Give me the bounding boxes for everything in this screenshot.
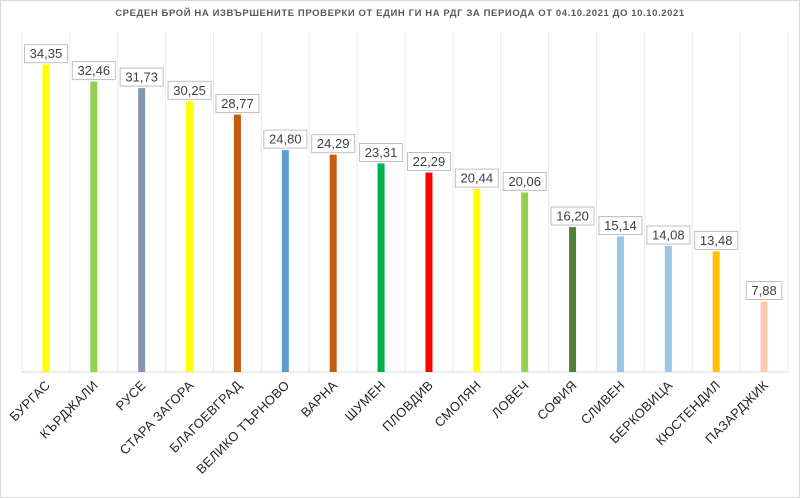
bar: [186, 101, 194, 372]
data-label-box: [23, 44, 68, 64]
bar: [712, 251, 720, 372]
chart-title: СРЕДЕН БРОЙ НА ИЗВЪРШЕНИТЕ ПРОВЕРКИ ОТ Е…: [115, 8, 685, 19]
x-tick-label: ВАРНА: [298, 377, 341, 420]
bar: [664, 246, 672, 372]
x-tick-label: ШУМЕН: [342, 378, 388, 424]
bar: [425, 172, 433, 372]
bar: [616, 236, 624, 372]
data-label-box: [694, 230, 739, 250]
bar: [138, 88, 146, 372]
x-tick-label: РУСЕ: [113, 377, 149, 413]
data-label: 14,08: [652, 228, 685, 243]
data-label-box: [406, 152, 451, 172]
data-label: 24,80: [269, 132, 302, 147]
bar: [281, 150, 289, 372]
data-label-box: [119, 67, 164, 87]
bar: [329, 154, 337, 372]
data-label-box: [598, 216, 643, 236]
data-label: 28,77: [221, 96, 254, 111]
bar: [521, 192, 529, 372]
data-label: 20,44: [461, 171, 494, 186]
data-label-box: [646, 225, 691, 245]
data-label-box: [454, 168, 499, 188]
data-label: 13,48: [700, 233, 733, 248]
data-label: 31,73: [125, 70, 158, 85]
data-label-box: [550, 206, 595, 226]
data-label: 24,29: [317, 136, 350, 151]
x-tick-label: ЛОВЕЧ: [489, 378, 532, 421]
data-label: 22,29: [413, 154, 446, 169]
data-label: 15,14: [604, 218, 637, 233]
x-tick-label: ВЕЛИКО ТЪРНОВО: [193, 378, 292, 477]
x-tick-label: СМОЛЯН: [431, 378, 483, 430]
data-label-box: [263, 129, 308, 149]
data-label-box: [215, 94, 260, 114]
bar: [760, 301, 768, 372]
data-label: 34,35: [30, 46, 63, 61]
data-label: 7,88: [751, 283, 776, 298]
x-tick-label: ПЛОВДИВ: [379, 378, 436, 435]
data-label: 16,20: [556, 209, 589, 224]
x-tick-label: СЛИВЕН: [578, 378, 628, 428]
x-tick-label: СОФИЯ: [534, 378, 579, 423]
data-label: 30,25: [173, 83, 206, 98]
data-label-box: [71, 61, 116, 81]
data-label-box: [502, 172, 547, 192]
data-label-box: [167, 80, 212, 100]
data-label: 20,06: [508, 174, 541, 189]
x-tick-label: БУРГАС: [6, 378, 53, 425]
bar: [90, 81, 98, 372]
data-label-box: [745, 280, 783, 300]
bar: [377, 163, 385, 372]
data-label-box: [311, 134, 356, 154]
bar: [42, 64, 50, 372]
data-label: 23,31: [365, 145, 398, 160]
data-label: 32,46: [78, 63, 111, 78]
bar: [569, 227, 577, 372]
bar: [473, 189, 481, 372]
data-label-box: [359, 142, 404, 162]
bar: [233, 114, 241, 372]
